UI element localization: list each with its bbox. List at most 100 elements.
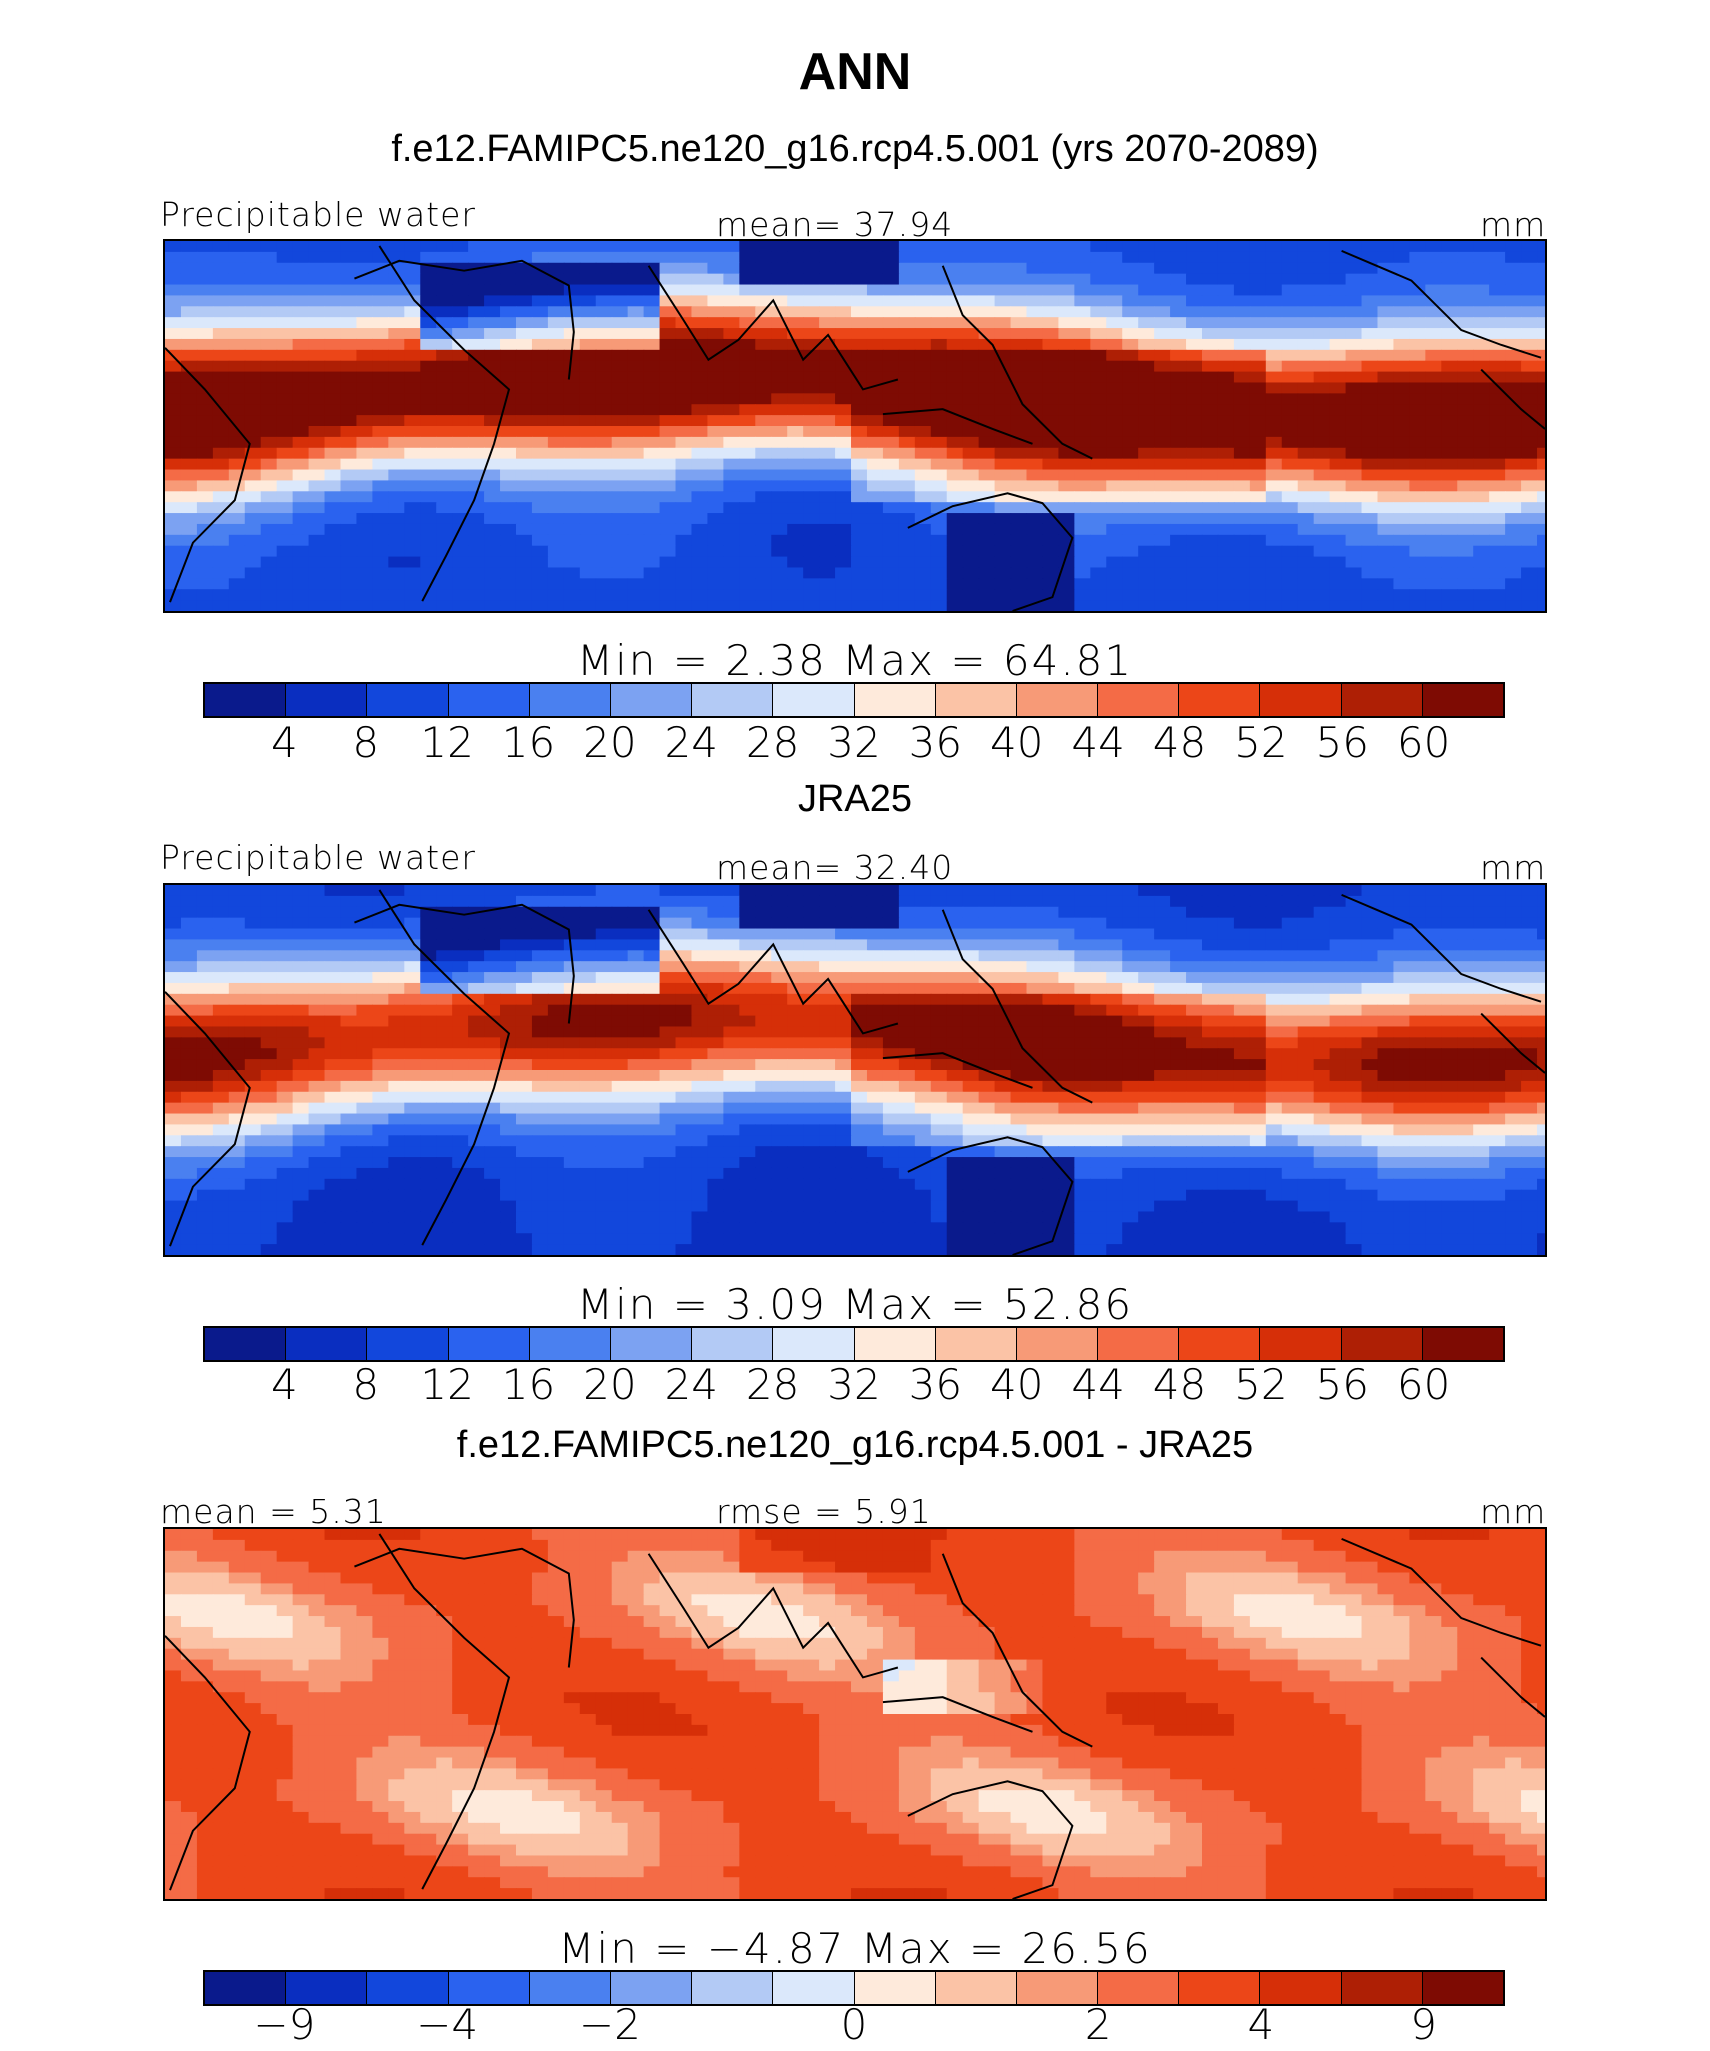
colorbar-tick-label: 24 [664,1360,718,1409]
colorbar-swatch [367,684,449,716]
panel-3-minmax: Min = −4.87 Max = 26.56 [558,1924,1152,1973]
colorbar-swatch [773,684,855,716]
colorbar-swatch [1260,1972,1342,2004]
colorbar-tick-label: 28 [745,1360,800,1409]
panel-1-mean-label: mean= 37.94 [716,205,954,244]
colorbar-tick-label: 32 [827,718,881,767]
colorbar-tick-label: 44 [1071,718,1125,767]
colorbar-swatch [854,684,936,716]
colorbar-tick-label: 44 [1071,1360,1125,1409]
colorbar-swatch [1422,684,1503,716]
panel-2-minmax: Min = 3.09 Max = 52.86 [576,1280,1134,1329]
colorbar-swatch [935,1328,1017,1360]
colorbar-tick-label: 52 [1234,1360,1288,1409]
colorbar-swatch [1098,1328,1180,1360]
colorbar-swatch [1260,684,1342,716]
colorbar-tick-label: 60 [1396,718,1451,767]
colorbar-tick-label: −2 [578,2000,641,2049]
colorbar-tick-label: 40 [990,718,1044,767]
colorbar-swatch [1098,1972,1180,2004]
colorbar-tick-label: 40 [990,1360,1044,1409]
panel-1-subtitle: f.e12.FAMIPC5.ne120_g16.rcp4.5.001 (yrs … [391,128,1319,170]
panel-3-map-canvas [165,1529,1545,1899]
colorbar-tick-label: 8 [352,1360,380,1409]
panel-1-minmax: Min = 2.38 Max = 64.81 [576,636,1134,685]
colorbar-tick-label: 16 [501,1360,556,1409]
colorbar-tick-label: 32 [827,1360,881,1409]
panel-2-units: mm [1480,848,1547,887]
colorbar-tick-label: 56 [1315,718,1369,767]
figure-title: ANN [798,43,912,101]
panel-1-map-canvas [165,241,1545,611]
panel-1-units: mm [1480,205,1547,244]
colorbar-swatch [935,1972,1017,2004]
colorbar-swatch [1016,1972,1099,2004]
colorbar-tick-label: 24 [664,718,718,767]
colorbar-swatch [692,684,774,716]
colorbar-tick-label: 2 [1084,2000,1112,2049]
colorbar-swatch [1016,1328,1099,1360]
colorbar-swatch [610,1328,693,1360]
colorbar-tick-label: 16 [501,718,556,767]
panel-3-colorbar-ticks: −9 −4 −2 0 2 4 9 [203,2000,1505,2050]
colorbar-tick-label: 20 [583,718,637,767]
panel-3-map [163,1527,1547,1901]
panel-2-map [163,883,1547,1257]
colorbar-tick-label: 12 [420,1360,474,1409]
panel-3-mean-label: mean = 5.31 [160,1492,387,1531]
colorbar-swatch [1179,1328,1261,1360]
colorbar-swatch [448,684,530,716]
colorbar-swatch [205,1328,287,1360]
colorbar-swatch [1341,1972,1423,2004]
panel-3-colorbar [203,1970,1505,2006]
colorbar-swatch [773,1328,855,1360]
colorbar-swatch [529,1328,611,1360]
colorbar-swatch [367,1328,449,1360]
colorbar-tick-label: 48 [1152,718,1207,767]
colorbar-swatch [692,1972,774,2004]
colorbar-tick-label: 4 [271,1360,298,1409]
panel-1-map [163,239,1547,613]
colorbar-swatch [1016,684,1099,716]
panel-1-colorbar-ticks: 4 8 12 16 20 24 28 32 36 40 44 48 52 56 60 [203,718,1505,768]
colorbar-tick-label: −4 [416,2000,479,2049]
colorbar-swatch [205,684,287,716]
colorbar-swatch [1260,1328,1342,1360]
colorbar-tick-label: 12 [420,718,474,767]
colorbar-tick-label: 48 [1152,1360,1207,1409]
colorbar-swatch [1179,684,1261,716]
panel-2-variable-label: Precipitable water [160,838,476,877]
colorbar-swatch [529,1972,611,2004]
colorbar-swatch [1179,1972,1261,2004]
colorbar-tick-label: 52 [1234,718,1288,767]
colorbar-swatch [692,1328,774,1360]
colorbar-swatch [935,684,1017,716]
panel-2-map-canvas [165,885,1545,1255]
colorbar-swatch [529,684,611,716]
panel-2-colorbar-ticks: 4 8 12 16 20 24 28 32 36 40 44 48 52 56 60 [203,1360,1505,1410]
panel-1-colorbar [203,682,1505,718]
colorbar-swatch [286,1328,368,1360]
colorbar-tick-label: 9 [1410,2000,1437,2049]
panel-2-subtitle: JRA25 [797,778,913,820]
colorbar-tick-label: 60 [1396,1360,1451,1409]
panel-2-mean-label: mean= 32.40 [716,848,954,887]
colorbar-swatch [1098,684,1180,716]
colorbar-tick-label: 20 [583,1360,637,1409]
colorbar-tick-label: 8 [352,718,380,767]
colorbar-swatch [448,1972,530,2004]
colorbar-tick-label: 56 [1315,1360,1369,1409]
panel-1-variable-label: Precipitable water [160,195,476,234]
colorbar-swatch [448,1328,530,1360]
colorbar-swatch [1422,1328,1503,1360]
colorbar-tick-label: 36 [908,1360,963,1409]
colorbar-swatch [854,1328,936,1360]
colorbar-swatch [773,1972,855,2004]
colorbar-swatch [610,684,693,716]
colorbar-swatch [1341,684,1423,716]
colorbar-tick-label: −9 [253,2000,316,2049]
colorbar-tick-label: 4 [271,718,298,767]
panel-3-rmse-label: rmse = 5.91 [716,1492,932,1531]
panel-3-units: mm [1480,1492,1547,1531]
colorbar-swatch [610,1972,693,2004]
